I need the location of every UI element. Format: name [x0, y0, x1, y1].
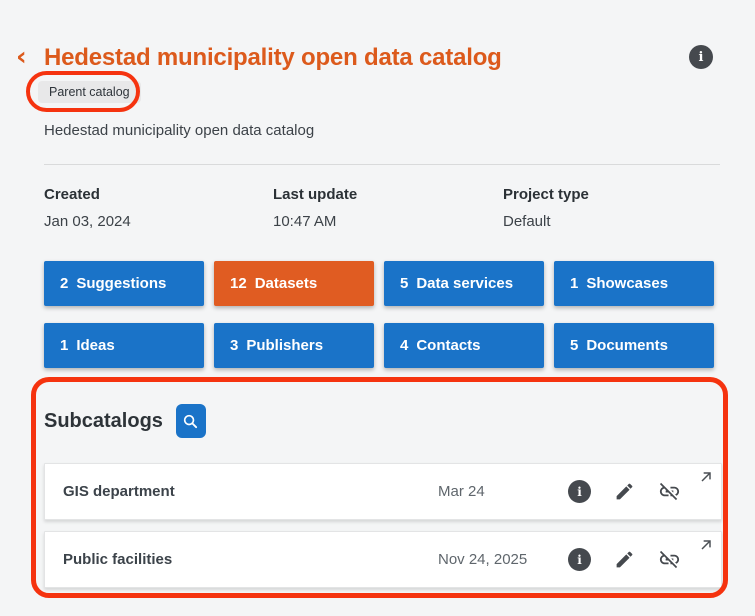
open-arrow-icon[interactable]	[698, 537, 714, 553]
stat-count: 2	[60, 275, 69, 292]
meta-value: 10:47 AM	[273, 213, 337, 230]
subcatalogs-header: Subcatalogs	[44, 404, 720, 438]
suggestions-button[interactable]: 2 Suggestions	[44, 261, 204, 306]
search-button[interactable]	[175, 404, 206, 438]
datasets-button[interactable]: 12 Datasets	[214, 261, 374, 306]
meta-created: Created Jan 03, 2024	[44, 186, 273, 230]
contacts-button[interactable]: 4 Contacts	[384, 323, 544, 368]
meta-label: Project type	[503, 186, 589, 203]
meta-project-type: Project type Default	[503, 186, 720, 230]
subcatalog-date: Mar 24	[438, 483, 485, 500]
info-icon[interactable]: i	[568, 480, 591, 503]
edit-icon[interactable]	[614, 481, 635, 502]
divider	[44, 164, 720, 165]
meta-label: Last update	[273, 186, 358, 203]
main-content: Hedestad municipality open data catalog …	[38, 0, 722, 588]
unlink-icon[interactable]	[658, 480, 681, 503]
chip-row: Parent catalog	[38, 81, 720, 103]
stats-grid: 2 Suggestions 12 Datasets 5 Data service…	[44, 261, 720, 368]
page-header: Hedestad municipality open data catalog …	[44, 0, 720, 72]
stat-label: Suggestions	[76, 275, 167, 292]
subcatalog-name: Public facilities	[63, 551, 173, 568]
documents-button[interactable]: 5 Documents	[554, 323, 714, 368]
showcases-button[interactable]: 1 Showcases	[554, 261, 714, 306]
subcatalog-date: Nov 24, 2025	[438, 551, 528, 568]
stat-label: Contacts	[416, 337, 481, 354]
row-actions: i	[568, 480, 681, 503]
stat-count: 1	[570, 275, 579, 292]
stat-label: Data services	[416, 275, 514, 292]
catalog-subtitle: Hedestad municipality open data catalog	[44, 122, 315, 139]
stat-label: Datasets	[254, 275, 318, 292]
page-title: Hedestad municipality open data catalog	[44, 44, 502, 71]
info-icon[interactable]: i	[568, 548, 591, 571]
stat-count: 5	[570, 337, 579, 354]
stat-label: Publishers	[246, 337, 324, 354]
subcatalogs-title: Subcatalogs	[44, 409, 163, 432]
subcatalog-row-public-facilities[interactable]: Public facilities Nov 24, 2025 i	[44, 531, 722, 588]
publishers-button[interactable]: 3 Publishers	[214, 323, 374, 368]
meta-value: Default	[503, 213, 551, 230]
meta-label: Created	[44, 186, 100, 203]
edit-icon[interactable]	[614, 549, 635, 570]
row-actions: i	[568, 548, 681, 571]
subcatalog-name: GIS department	[63, 483, 175, 500]
metadata-row: Created Jan 03, 2024 Last update 10:47 A…	[44, 186, 720, 230]
stat-count: 3	[230, 337, 239, 354]
data-services-button[interactable]: 5 Data services	[384, 261, 544, 306]
open-arrow-icon[interactable]	[698, 469, 714, 485]
parent-catalog-badge: Parent catalog	[38, 81, 141, 103]
back-button[interactable]: ‹	[16, 42, 27, 72]
stat-count: 4	[400, 337, 409, 354]
stat-label: Showcases	[586, 275, 669, 292]
meta-value: Jan 03, 2024	[44, 213, 131, 230]
unlink-icon[interactable]	[658, 548, 681, 571]
stat-label: Documents	[586, 337, 669, 354]
meta-last-update: Last update 10:47 AM	[273, 186, 503, 230]
subcatalogs-section: Subcatalogs GIS department Mar 24 i	[44, 404, 722, 588]
stat-count: 5	[400, 275, 409, 292]
stat-count: 12	[230, 275, 247, 292]
stat-count: 1	[60, 337, 69, 354]
info-icon[interactable]: i	[689, 45, 713, 69]
stat-label: Ideas	[76, 337, 115, 354]
search-icon	[182, 413, 199, 430]
ideas-button[interactable]: 1 Ideas	[44, 323, 204, 368]
subcatalog-row-gis-department[interactable]: GIS department Mar 24 i	[44, 463, 722, 520]
